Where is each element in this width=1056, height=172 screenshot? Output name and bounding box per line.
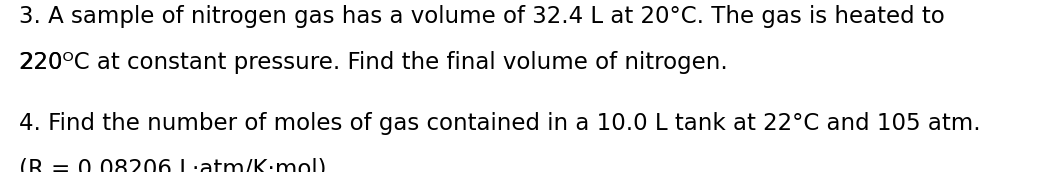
Text: 220: 220: [19, 51, 62, 74]
Text: 220ᴼC at constant pressure. Find the final volume of nitrogen.: 220ᴼC at constant pressure. Find the fin…: [19, 51, 728, 74]
Text: 3. A sample of nitrogen gas has a volume of 32.4 L at 20°C. The gas is heated to: 3. A sample of nitrogen gas has a volume…: [19, 5, 945, 28]
Text: (R = 0.08206 L·atm/K·mol): (R = 0.08206 L·atm/K·mol): [19, 158, 326, 172]
Text: 4. Find the number of moles of gas contained in a 10.0 L tank at 22°C and 105 at: 4. Find the number of moles of gas conta…: [19, 112, 981, 135]
